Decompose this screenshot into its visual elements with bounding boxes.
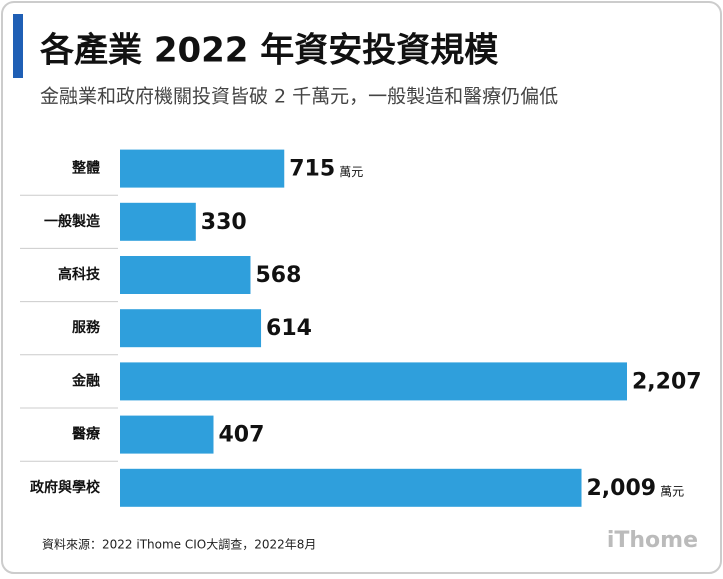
y-tick-label: 高科技 <box>58 266 101 283</box>
y-tick-label: 一般製造 <box>44 213 100 230</box>
bar <box>120 415 214 454</box>
y-tick-label: 金融 <box>71 372 100 389</box>
chart-title: 各產業 2022 年資安投資規模 <box>40 31 498 71</box>
value-label: 614 <box>266 316 312 341</box>
value-label: 330 <box>201 210 247 235</box>
y-tick-label: 政府與學校 <box>30 479 101 496</box>
value-label: 2,009 <box>587 476 657 501</box>
bar <box>120 202 196 241</box>
unit-label: 萬元 <box>339 165 363 179</box>
y-tick-label: 整體 <box>71 160 100 177</box>
value-label: 2,207 <box>632 369 702 394</box>
chart-subtitle: 金融業和政府機關投資皆破 2 千萬元，一般製造和醫療仍偏低 <box>40 86 558 108</box>
value-label: 715 <box>289 157 335 182</box>
bar <box>120 468 582 507</box>
bar <box>120 256 251 294</box>
value-label: 568 <box>255 263 301 288</box>
y-tick-label: 服務 <box>72 319 101 336</box>
source: 資料來源：2022 iThome CIO大調查，2022年8月 <box>42 538 316 552</box>
value-label: 407 <box>218 423 264 448</box>
title-accent <box>13 14 23 78</box>
bar <box>120 309 262 348</box>
bar <box>120 149 285 188</box>
y-tick-label: 醫療 <box>72 426 101 443</box>
unit-label: 萬元 <box>660 484 684 498</box>
bar <box>120 362 627 401</box>
logo: iThome <box>607 528 698 553</box>
